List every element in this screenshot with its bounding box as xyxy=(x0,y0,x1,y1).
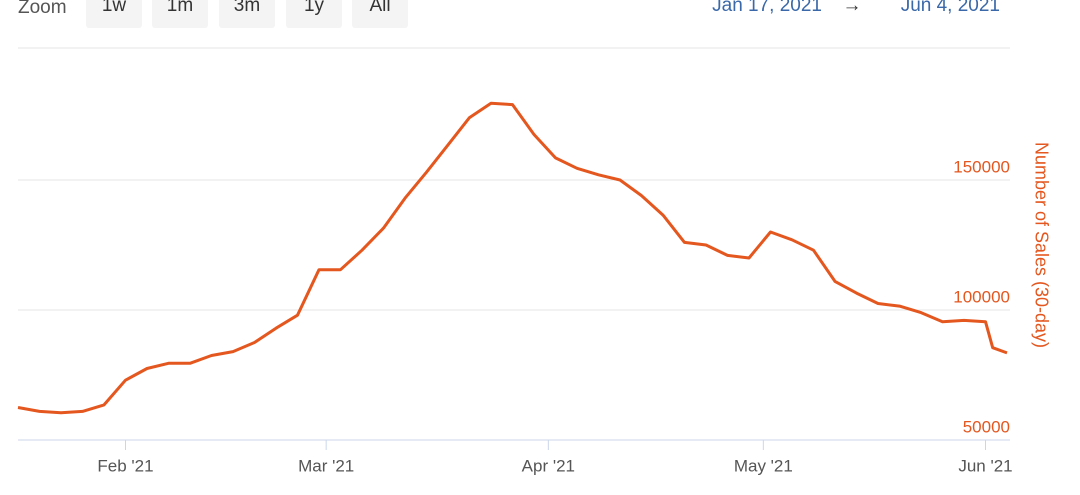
y-tick-label: 50000 xyxy=(963,417,1010,436)
range-to: Jun 4, 2021 xyxy=(901,0,1000,16)
x-tick-label: Feb '21 xyxy=(97,456,153,475)
zoom-button-label: 1y xyxy=(304,0,325,16)
zoom-button-bg xyxy=(219,0,275,28)
x-tick-label: Apr '21 xyxy=(522,456,575,475)
range-from: Jan 17, 2021 xyxy=(712,0,822,16)
zoom-button-label: All xyxy=(369,0,390,16)
zoom-button-bg xyxy=(86,0,142,28)
x-tick-label: May '21 xyxy=(734,456,793,475)
zoom-button[interactable]: 3m xyxy=(219,0,275,28)
zoom-label: Zoom xyxy=(18,0,67,18)
y-axis-title: Number of Sales (30-day) xyxy=(1031,142,1051,348)
zoom-button[interactable]: 1w xyxy=(86,0,142,28)
x-tick-label: Mar '21 xyxy=(298,456,354,475)
zoom-button-bg xyxy=(152,0,208,28)
zoom-button-bg xyxy=(352,0,408,28)
zoom-button[interactable]: All xyxy=(352,0,408,28)
y-tick-label: 100000 xyxy=(953,287,1010,306)
zoom-button-label: 3m xyxy=(234,0,260,16)
x-tick-label: Jun '21 xyxy=(958,456,1012,475)
zoom-button[interactable]: 1y xyxy=(286,0,342,28)
zoom-button-label: 1m xyxy=(167,0,193,16)
y-tick-label: 150000 xyxy=(953,157,1010,176)
zoom-button-label: 1w xyxy=(102,0,127,16)
zoom-button-bg xyxy=(286,0,342,28)
series-line xyxy=(17,101,1008,415)
range-arrow: → xyxy=(843,0,862,16)
zoom-button[interactable]: 1m xyxy=(152,0,208,28)
